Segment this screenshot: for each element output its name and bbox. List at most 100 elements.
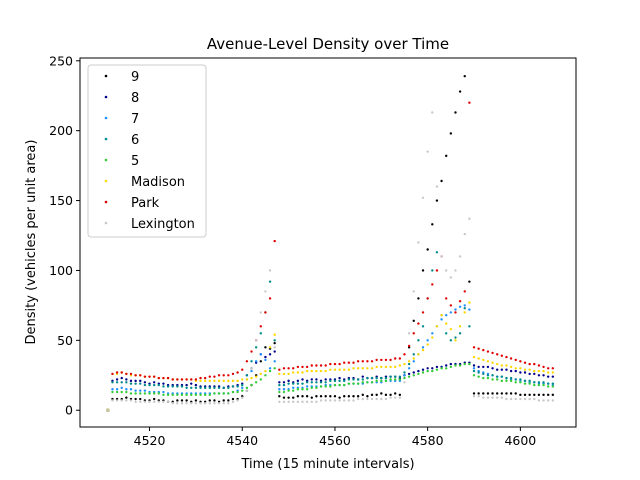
- data-point-series-5: [505, 364, 508, 367]
- legend-marker: [104, 158, 108, 162]
- data-point-series-4: [551, 385, 555, 388]
- data-point-series-3: [254, 346, 258, 349]
- data-point-series-2: [111, 388, 114, 391]
- data-point-series-4: [426, 369, 429, 373]
- data-point-series-5: [352, 367, 355, 370]
- data-point-series-6: [403, 353, 406, 356]
- data-point-series-2: [129, 388, 133, 391]
- data-point-series-1: [338, 376, 341, 380]
- data-point-series-4: [431, 369, 434, 373]
- data-point-series-7: [282, 400, 286, 404]
- legend-label: Madison: [131, 175, 185, 190]
- data-point-series-1: [486, 365, 490, 369]
- data-point-series-6: [139, 374, 142, 377]
- data-point-series-1: [500, 368, 504, 371]
- data-point-series-6: [259, 325, 262, 328]
- data-point-series-7: [236, 399, 239, 402]
- data-point-series-6: [482, 348, 485, 352]
- data-point-series-7: [125, 399, 128, 402]
- data-point-series-1: [139, 379, 142, 383]
- data-point-series-3: [134, 382, 137, 385]
- data-point-series-0: [356, 395, 360, 398]
- data-point-series-6: [370, 360, 374, 363]
- data-point-series-7: [305, 400, 309, 404]
- data-point-series-2: [403, 374, 406, 377]
- data-point-series-7: [199, 402, 202, 405]
- data-point-series-6: [203, 376, 207, 380]
- data-point-series-2: [115, 388, 119, 391]
- plot-area-frame: [79, 57, 577, 428]
- data-point-series-6: [264, 311, 267, 314]
- data-point-series-6: [111, 372, 114, 376]
- data-point-series-4: [208, 393, 211, 397]
- data-point-series-4: [523, 382, 527, 385]
- data-point-series-3: [111, 381, 114, 384]
- data-point-series-7: [106, 408, 110, 413]
- data-point-series-7: [421, 196, 425, 199]
- data-point-series-6: [486, 350, 490, 353]
- data-point-series-2: [463, 304, 466, 307]
- data-point-series-0: [282, 396, 286, 399]
- data-point-series-7: [162, 400, 165, 404]
- data-point-series-5: [417, 353, 420, 356]
- data-point-series-4: [315, 386, 318, 390]
- data-point-series-4: [134, 392, 137, 395]
- data-point-series-7: [394, 396, 397, 399]
- data-point-series-1: [296, 379, 300, 383]
- data-point-series-6: [227, 374, 230, 377]
- data-point-series-4: [166, 393, 170, 397]
- data-point-series-4: [213, 392, 216, 395]
- data-point-series-3: [389, 375, 392, 378]
- data-point-series-7: [273, 346, 276, 349]
- data-point-series-0: [454, 111, 457, 114]
- data-point-series-3: [454, 336, 457, 339]
- data-point-series-0: [194, 399, 198, 402]
- data-point-series-1: [115, 378, 119, 381]
- data-point-series-6: [231, 372, 235, 376]
- data-point-series-6: [176, 378, 179, 381]
- y-tick-label: 100: [49, 263, 73, 278]
- data-point-series-3: [435, 251, 439, 254]
- data-point-series-6: [375, 358, 378, 362]
- data-point-series-0: [505, 392, 508, 395]
- data-point-series-6: [241, 368, 244, 371]
- data-point-series-3: [361, 378, 364, 381]
- data-point-series-0: [412, 319, 415, 322]
- data-point-series-4: [352, 382, 355, 385]
- data-point-series-6: [435, 269, 439, 272]
- data-point-series-4: [120, 390, 123, 394]
- data-point-series-7: [129, 399, 133, 402]
- data-point-series-7: [111, 399, 114, 402]
- data-point-series-1: [273, 350, 276, 353]
- data-point-series-7: [139, 400, 142, 404]
- data-point-series-6: [551, 367, 555, 370]
- data-point-series-3: [496, 375, 499, 378]
- data-point-series-4: [245, 386, 249, 390]
- data-point-series-5: [273, 333, 276, 336]
- legend: 9 8 7 6 5 Madison Park Lexington: [87, 64, 207, 238]
- data-point-series-1: [315, 378, 318, 381]
- data-point-series-4: [329, 385, 332, 388]
- legend-marker: [104, 137, 108, 141]
- data-point-series-7: [537, 399, 541, 402]
- data-point-series-6: [180, 378, 184, 381]
- data-point-series-4: [542, 383, 545, 387]
- data-point-series-5: [551, 371, 555, 374]
- data-point-series-2: [426, 339, 429, 342]
- data-point-series-7: [268, 269, 272, 272]
- data-point-series-6: [347, 361, 351, 364]
- data-point-series-4: [366, 381, 369, 384]
- data-point-series-1: [519, 371, 522, 374]
- data-point-series-3: [431, 269, 434, 272]
- data-point-series-7: [213, 402, 216, 405]
- data-point-series-3: [292, 382, 295, 385]
- data-point-series-3: [115, 381, 119, 384]
- data-point-series-5: [343, 368, 346, 371]
- data-point-series-5: [412, 357, 415, 360]
- data-point-series-3: [278, 383, 281, 387]
- data-point-series-7: [528, 397, 531, 401]
- data-point-series-1: [412, 371, 415, 374]
- data-point-series-7: [217, 402, 221, 405]
- data-point-series-3: [245, 374, 249, 377]
- data-point-series-0: [324, 395, 327, 398]
